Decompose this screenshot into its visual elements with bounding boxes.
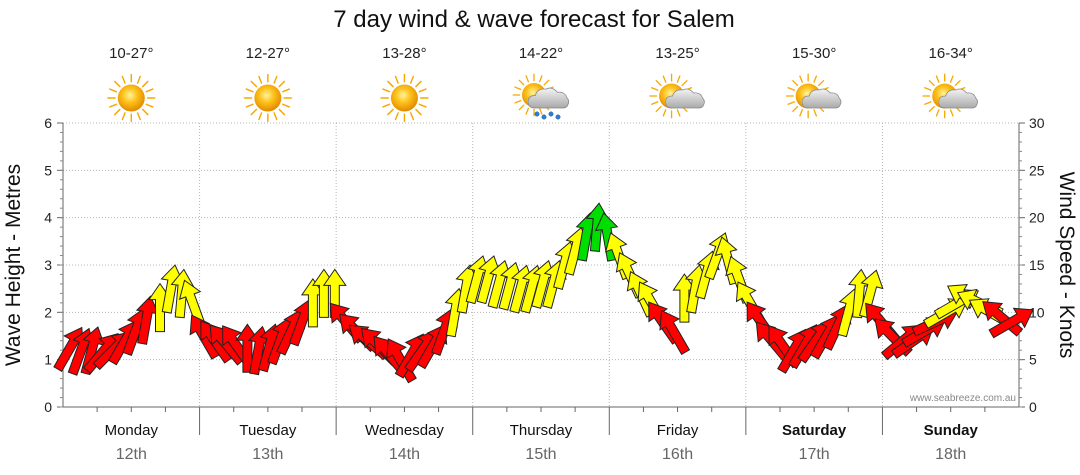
left-tick-label: 4 [44,210,52,226]
left-tick-label: 5 [44,162,52,178]
chart-title: 7 day wind & wave forecast for Salem [333,6,735,33]
day-name: Sunday [924,422,979,439]
day-date: 15th [525,446,556,463]
wind-arrow-shape [988,307,1034,339]
day-date: 18th [935,446,966,463]
wind-arrows [53,202,1034,384]
weather-row: 10-27° 12-27° 13-28° 14-22° 13-25° 15-30° 16-3… [107,45,978,123]
day-temperature: 12-27° [246,45,290,62]
wind-arrow [659,309,691,356]
day-date: 14th [389,446,420,463]
day-temperature: 16-34° [929,45,973,62]
sunny-icon [380,73,429,123]
wind-arrow [982,301,1024,337]
day-date: 16th [662,446,693,463]
day-date: 17th [799,446,830,463]
right-tick-label: 30 [1029,115,1045,131]
day-name: Friday [657,422,699,439]
right-tick-label: 5 [1029,352,1037,368]
wind-arrow-shape [659,309,691,356]
wind-arrow [858,269,884,319]
wind-arrow-shape [982,301,1024,337]
right-tick-label: 20 [1029,210,1045,226]
day-temperature: 14-22° [519,45,563,62]
partly-cloudy-icon [922,73,978,119]
right-tick-label: 15 [1029,257,1045,273]
day-labels: Monday 12th Tuesday 13th Wednesday 14th Thursd… [105,422,979,463]
day-temperature: 13-25° [655,45,699,62]
day-name: Saturday [782,422,847,439]
day-date: 13th [252,446,283,463]
day-temperature: 15-30° [792,45,836,62]
partly-cloudy-icon [649,73,705,119]
left-axis-label: Wave Height - Metres [2,164,25,366]
day-temperature: 10-27° [109,45,153,62]
wind-arrow [988,307,1034,339]
left-tick-label: 0 [44,399,52,415]
right-axis-ticks: 0 5 10 15 20 25 30 [1019,115,1045,415]
left-tick-label: 6 [44,115,52,131]
left-tick-label: 3 [44,257,52,273]
left-tick-label: 1 [44,352,52,368]
right-axis-label: Wind Speed - Knots [1055,172,1078,359]
grid-lines [63,122,1019,435]
wind-arrow [386,338,417,384]
day-name: Wednesday [365,422,444,439]
day-temperature: 13-28° [382,45,426,62]
sunny-icon [243,73,292,123]
right-tick-label: 0 [1029,399,1037,415]
right-tick-label: 10 [1029,304,1045,320]
day-name: Tuesday [239,422,296,439]
day-name: Monday [105,422,159,439]
left-tick-label: 2 [44,304,52,320]
wind-arrow-shape [858,269,884,319]
right-tick-label: 25 [1029,162,1045,178]
partly-cloudy-icon [785,73,842,119]
day-date: 12th [116,446,147,463]
rain-icon [512,73,570,120]
wind-arrow-shape [386,338,417,384]
watermark: www.seabreeze.com.au [909,393,1016,404]
sunny-icon [107,73,156,123]
day-name: Thursday [510,422,573,439]
